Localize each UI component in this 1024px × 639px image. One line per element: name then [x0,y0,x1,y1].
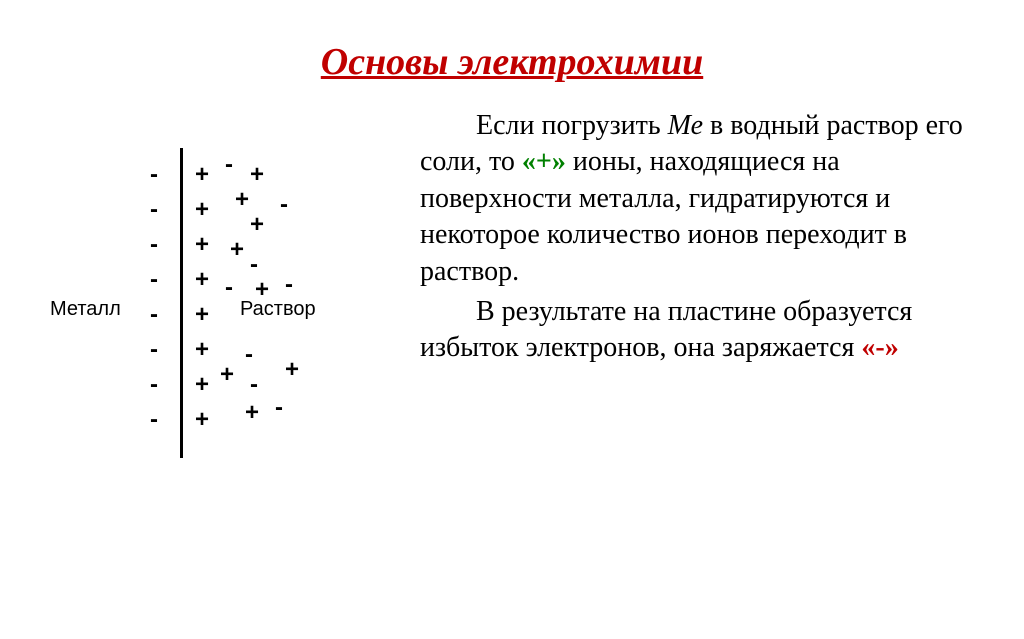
adsorbed-plus: + [195,268,209,292]
solution-ion: - [250,253,258,277]
p1-text-a: Если погрузить [476,110,668,141]
solution-ion: - [225,153,233,177]
metal-minus: - [150,373,158,397]
solution-ion: + [235,188,249,212]
metal-minus: - [150,338,158,362]
metal-minus: - [150,408,158,432]
solution-ion: - [285,273,293,297]
adsorbed-plus: + [195,163,209,187]
paragraph-1: Если погрузить Ме в водный раствор его с… [420,108,980,290]
adsorbed-plus: + [195,338,209,362]
adsorbed-plus: + [195,373,209,397]
interface-line [180,148,183,458]
solution-ion: + [245,401,259,425]
solution-ion: - [280,193,288,217]
plus-emphasis: «+» [522,146,566,177]
solution-ion: - [250,373,258,397]
page-title: Основы электрохимии [0,0,1024,108]
solution-ion: + [220,363,234,387]
solution-ion: + [250,163,264,187]
adsorbed-plus: + [195,303,209,327]
solution-ion: + [285,358,299,382]
solution-ion: + [250,213,264,237]
solution-ion: + [255,278,269,302]
metal-minus: - [150,268,158,292]
paragraph-2: В результате на пластине образуется избы… [420,294,980,367]
solution-ion: + [230,238,244,262]
p1-me: Ме [668,110,703,141]
content-row: Металл Раствор --------++++++++-++-++--+… [0,108,1024,528]
minus-emphasis: «-» [861,332,898,363]
diagram-column: Металл Раствор --------++++++++-++-++--+… [0,108,420,528]
adsorbed-plus: + [195,408,209,432]
solution-ion: - [275,396,283,420]
metal-minus: - [150,233,158,257]
electrode-diagram: Металл Раствор --------++++++++-++-++--+… [70,138,390,498]
label-solution: Раствор [240,298,316,321]
label-metal: Металл [50,298,121,321]
adsorbed-plus: + [195,198,209,222]
body-text: Если погрузить Ме в водный раствор его с… [420,108,1020,528]
metal-minus: - [150,163,158,187]
solution-ion: - [225,276,233,300]
solution-ion: - [245,343,253,367]
adsorbed-plus: + [195,233,209,257]
metal-minus: - [150,198,158,222]
p2-text-a: В результате на пластине образуется избы… [420,296,912,363]
metal-minus: - [150,303,158,327]
